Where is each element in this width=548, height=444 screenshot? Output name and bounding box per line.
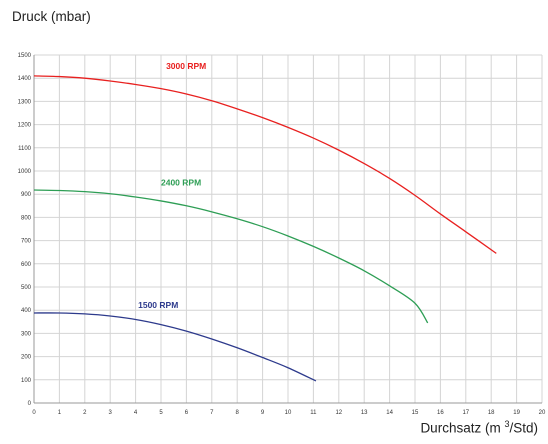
- x-tick-label: 2: [83, 410, 87, 416]
- y-axis-title: Druck (mbar): [12, 9, 91, 24]
- x-tick-label: 19: [513, 410, 520, 416]
- x-tick-label: 1: [58, 410, 62, 416]
- x-tick-label: 0: [32, 410, 36, 416]
- x-tick-label: 16: [437, 410, 444, 416]
- y-tick-label: 0: [28, 401, 32, 407]
- y-tick-label: 100: [21, 378, 32, 384]
- y-tick-label: 800: [21, 215, 32, 221]
- x-tick-label: 8: [236, 410, 240, 416]
- x-tick-label: 3: [109, 410, 113, 416]
- y-tick-label: 500: [21, 285, 32, 291]
- series-label-3000-rpm: 3000 RPM: [166, 61, 206, 71]
- y-tick-label: 600: [21, 262, 32, 268]
- y-tick-label: 1100: [18, 146, 32, 152]
- y-tick-label: 1400: [18, 76, 32, 82]
- x-tick-label: 18: [488, 410, 495, 416]
- y-tick-label: 1300: [18, 99, 32, 105]
- x-tick-label: 12: [335, 410, 342, 416]
- x-tick-label: 20: [539, 410, 546, 416]
- series-label-2400-rpm: 2400 RPM: [161, 177, 201, 187]
- x-axis-title-superscript: 3: [504, 419, 510, 429]
- y-tick-label: 200: [21, 355, 32, 361]
- x-tick-label: 9: [261, 410, 265, 416]
- series-line-3000-rpm: [33, 75, 497, 254]
- x-tick-label: 5: [159, 410, 163, 416]
- x-tick-label: 11: [310, 410, 317, 416]
- x-tick-label: 15: [412, 410, 419, 416]
- x-tick-label: 4: [134, 410, 138, 416]
- x-axis-title: Durchsatz (m 3/Std): [420, 419, 538, 436]
- x-tick-label: 13: [361, 410, 368, 416]
- series-line-2400-rpm: [33, 189, 429, 324]
- y-tick-label: 900: [21, 192, 32, 198]
- y-tick-label: 300: [21, 331, 32, 337]
- y-tick-label: 400: [21, 308, 32, 314]
- x-tick-label: 7: [210, 410, 214, 416]
- y-tick-label: 1000: [18, 169, 32, 175]
- x-tick-label: 10: [285, 410, 292, 416]
- y-tick-label: 1500: [18, 53, 32, 59]
- x-tick-label: 6: [185, 410, 189, 416]
- series-line-1500-rpm: [33, 312, 317, 382]
- x-tick-label: 14: [386, 410, 393, 416]
- y-tick-label: 700: [21, 239, 32, 245]
- series-label-1500-rpm: 1500 RPM: [138, 300, 178, 310]
- y-tick-label: 1200: [18, 123, 32, 129]
- x-tick-label: 17: [462, 410, 469, 416]
